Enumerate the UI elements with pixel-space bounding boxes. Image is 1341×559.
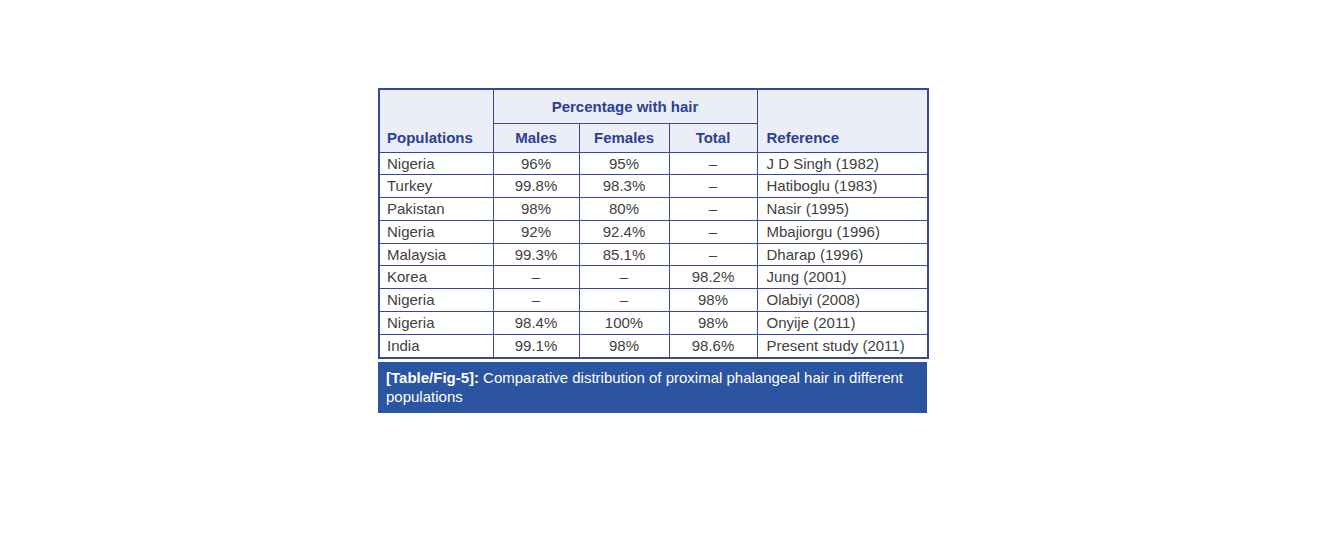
table-header: Populations Percentage with hair Referen… (379, 89, 928, 152)
population-cell: Nigeria (379, 289, 493, 312)
total-cell: – (669, 220, 757, 243)
reference-cell: Jung (2001) (757, 266, 928, 289)
females-cell: 92.4% (579, 220, 669, 243)
table-caption: [Table/Fig-5]:Comparative distribution o… (378, 362, 927, 413)
reference-cell: Mbajiorgu (1996) (757, 220, 928, 243)
males-cell: 98.4% (493, 312, 579, 335)
females-cell: – (579, 289, 669, 312)
population-cell: India (379, 334, 493, 357)
total-cell: – (669, 198, 757, 221)
population-cell: Nigeria (379, 220, 493, 243)
table-row: Pakistan 98% 80% – Nasir (1995) (379, 198, 928, 221)
males-cell: – (493, 266, 579, 289)
comparative-hair-table: Populations Percentage with hair Referen… (378, 88, 929, 359)
population-cell: Nigeria (379, 312, 493, 335)
males-cell: 99.3% (493, 243, 579, 266)
females-cell: 100% (579, 312, 669, 335)
population-cell: Malaysia (379, 243, 493, 266)
reference-cell: J D Singh (1982) (757, 152, 928, 175)
table-row: Nigeria – – 98% Olabiyi (2008) (379, 289, 928, 312)
reference-cell: Onyije (2011) (757, 312, 928, 335)
females-cell: 85.1% (579, 243, 669, 266)
population-cell: Nigeria (379, 152, 493, 175)
population-cell: Turkey (379, 175, 493, 198)
table-row: Turkey 99.8% 98.3% – Hatiboglu (1983) (379, 175, 928, 198)
reference-cell: Nasir (1995) (757, 198, 928, 221)
table-figure: Populations Percentage with hair Referen… (378, 88, 927, 413)
females-cell: 98.3% (579, 175, 669, 198)
column-header-females: Females (579, 123, 669, 152)
column-header-reference: Reference (757, 89, 928, 152)
total-cell: – (669, 243, 757, 266)
total-cell: 98.2% (669, 266, 757, 289)
males-cell: 99.1% (493, 334, 579, 357)
males-cell: 92% (493, 220, 579, 243)
caption-label: [Table/Fig-5]: (386, 369, 479, 386)
header-row-group: Populations Percentage with hair Referen… (379, 89, 928, 123)
column-header-populations: Populations (379, 89, 493, 152)
total-cell: 98% (669, 289, 757, 312)
reference-cell: Hatiboglu (1983) (757, 175, 928, 198)
population-cell: Pakistan (379, 198, 493, 221)
reference-cell: Present study (2011) (757, 334, 928, 357)
females-cell: 95% (579, 152, 669, 175)
males-cell: 96% (493, 152, 579, 175)
table-row: Nigeria 96% 95% – J D Singh (1982) (379, 152, 928, 175)
females-cell: 98% (579, 334, 669, 357)
population-cell: Korea (379, 266, 493, 289)
column-header-percentage-group: Percentage with hair (493, 89, 757, 123)
males-cell: 98% (493, 198, 579, 221)
males-cell: – (493, 289, 579, 312)
females-cell: 80% (579, 198, 669, 221)
table-row: Nigeria 98.4% 100% 98% Onyije (2011) (379, 312, 928, 335)
total-cell: – (669, 175, 757, 198)
males-cell: 99.8% (493, 175, 579, 198)
total-cell: 98.6% (669, 334, 757, 357)
page: { "colors": { "header_background": "#ebe… (0, 0, 1341, 559)
total-cell: 98% (669, 312, 757, 335)
females-cell: – (579, 266, 669, 289)
column-header-total: Total (669, 123, 757, 152)
table-row: Nigeria 92% 92.4% – Mbajiorgu (1996) (379, 220, 928, 243)
total-cell: – (669, 152, 757, 175)
table-row: Malaysia 99.3% 85.1% – Dharap (1996) (379, 243, 928, 266)
reference-cell: Dharap (1996) (757, 243, 928, 266)
table-row: Korea – – 98.2% Jung (2001) (379, 266, 928, 289)
column-header-males: Males (493, 123, 579, 152)
reference-cell: Olabiyi (2008) (757, 289, 928, 312)
table-row: India 99.1% 98% 98.6% Present study (201… (379, 334, 928, 357)
table-body: Nigeria 96% 95% – J D Singh (1982) Turke… (379, 152, 928, 358)
